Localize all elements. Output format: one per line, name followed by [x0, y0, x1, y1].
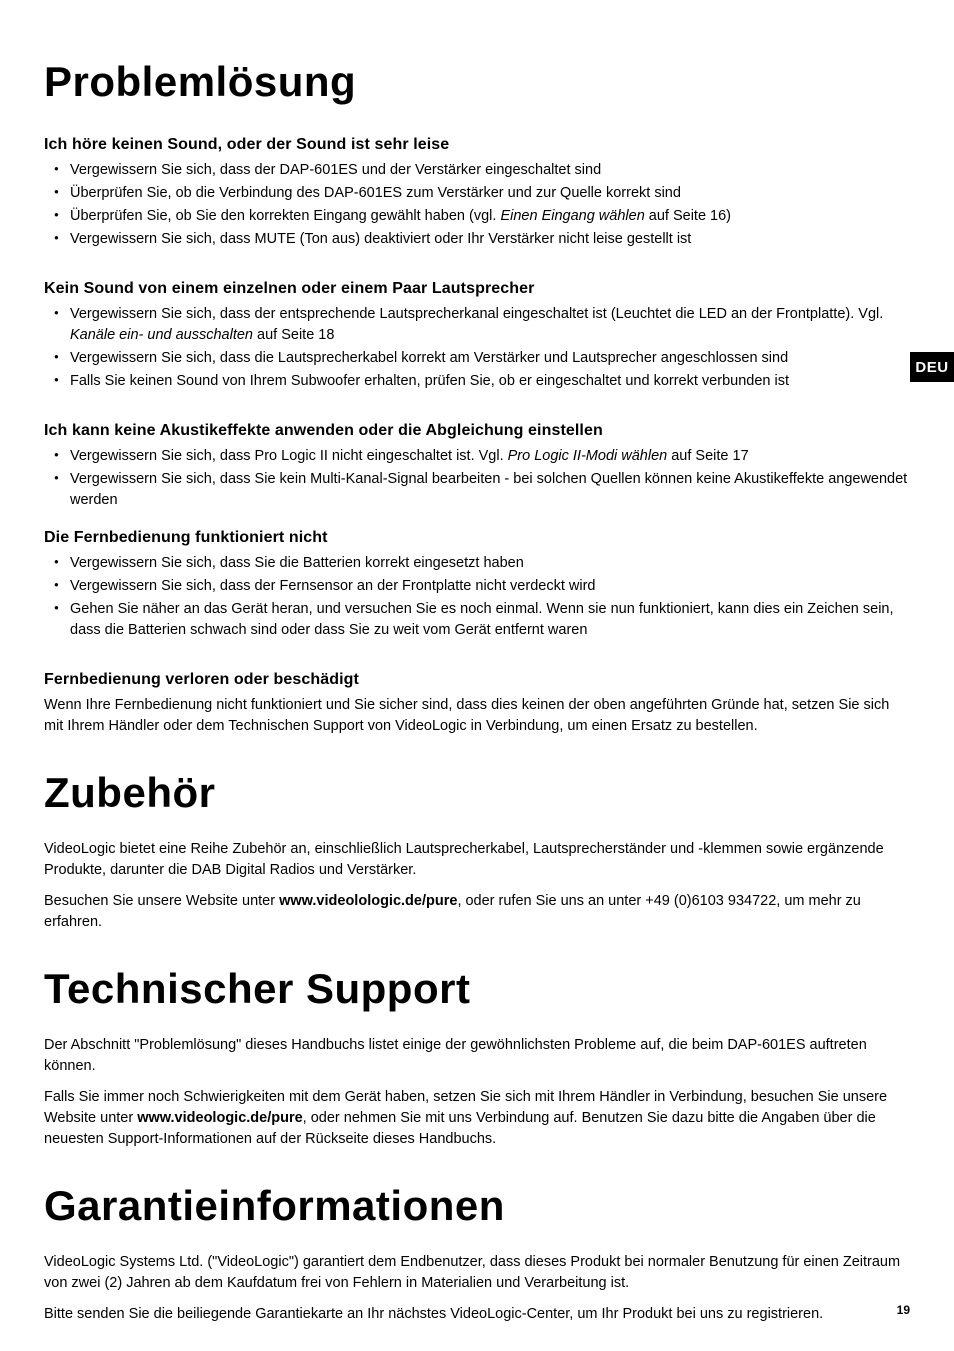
list-item: Vergewissern Sie sich, dass MUTE (Ton au…: [58, 229, 910, 250]
list-item: Überprüfen Sie, ob Sie den korrekten Ein…: [58, 206, 910, 227]
list-item: Überprüfen Sie, ob die Verbindung des DA…: [58, 183, 910, 204]
section-heading: Fernbedienung verloren oder beschädigt: [44, 671, 910, 689]
list-item: Vergewissern Sie sich, dass die Lautspre…: [58, 348, 910, 369]
bullet-list: Vergewissern Sie sich, dass der DAP-601E…: [44, 160, 910, 250]
text: auf Seite 17: [667, 448, 748, 464]
document-page: DEU Problemlösung Ich höre keinen Sound,…: [0, 0, 954, 1351]
bullet-list: Vergewissern Sie sich, dass Sie die Batt…: [44, 553, 910, 641]
text: auf Seite 16): [645, 208, 731, 224]
paragraph: VideoLogic Systems Ltd. ("VideoLogic") g…: [44, 1252, 910, 1294]
page-number: 19: [897, 1303, 910, 1317]
list-item: Vergewissern Sie sich, dass Pro Logic II…: [58, 446, 910, 467]
text: Besuchen Sie unsere Website unter: [44, 893, 279, 909]
text: Vergewissern Sie sich, dass der entsprec…: [70, 306, 883, 322]
list-item: Vergewissern Sie sich, dass der DAP-601E…: [58, 160, 910, 181]
heading-support: Technischer Support: [44, 965, 910, 1013]
text-bold: www.videologic.de/pure: [137, 1110, 302, 1126]
bullet-list: Vergewissern Sie sich, dass Pro Logic II…: [44, 446, 910, 511]
list-item: Vergewissern Sie sich, dass Sie die Batt…: [58, 553, 910, 574]
list-item: Falls Sie keinen Sound von Ihrem Subwoof…: [58, 371, 910, 392]
text: Überprüfen Sie, ob Sie den korrekten Ein…: [70, 208, 500, 224]
paragraph: Der Abschnitt "Problemlösung" dieses Han…: [44, 1035, 910, 1077]
list-item: Vergewissern Sie sich, dass der Fernsens…: [58, 576, 910, 597]
text-italic: Kanäle ein- und ausschalten: [70, 327, 253, 343]
list-item: Vergewissern Sie sich, dass Sie kein Mul…: [58, 469, 910, 511]
paragraph: Bitte senden Sie die beiliegende Garanti…: [44, 1304, 910, 1325]
list-item: Gehen Sie näher an das Gerät heran, und …: [58, 599, 910, 641]
section-heading: Ich höre keinen Sound, oder der Sound is…: [44, 136, 910, 154]
paragraph: Wenn Ihre Fernbedienung nicht funktionie…: [44, 695, 910, 737]
list-item: Vergewissern Sie sich, dass der entsprec…: [58, 304, 910, 346]
text-italic: Einen Eingang wählen: [500, 208, 644, 224]
heading-troubleshooting: Problemlösung: [44, 58, 910, 106]
text-italic: Pro Logic II-Modi wählen: [508, 448, 668, 464]
section-heading: Ich kann keine Akustikeffekte anwenden o…: [44, 422, 910, 440]
section-heading: Kein Sound von einem einzelnen oder eine…: [44, 280, 910, 298]
language-tab: DEU: [910, 352, 954, 382]
heading-warranty: Garantieinformationen: [44, 1182, 910, 1230]
heading-accessories: Zubehör: [44, 769, 910, 817]
paragraph: Falls Sie immer noch Schwierigkeiten mit…: [44, 1087, 910, 1150]
bullet-list: Vergewissern Sie sich, dass der entsprec…: [44, 304, 910, 392]
paragraph: Besuchen Sie unsere Website unter www.vi…: [44, 891, 910, 933]
text-bold: www.videolologic.de/pure: [279, 893, 457, 909]
paragraph: VideoLogic bietet eine Reihe Zubehör an,…: [44, 839, 910, 881]
text: auf Seite 18: [253, 327, 334, 343]
section-heading: Die Fernbedienung funktioniert nicht: [44, 529, 910, 547]
text: Vergewissern Sie sich, dass Pro Logic II…: [70, 448, 508, 464]
